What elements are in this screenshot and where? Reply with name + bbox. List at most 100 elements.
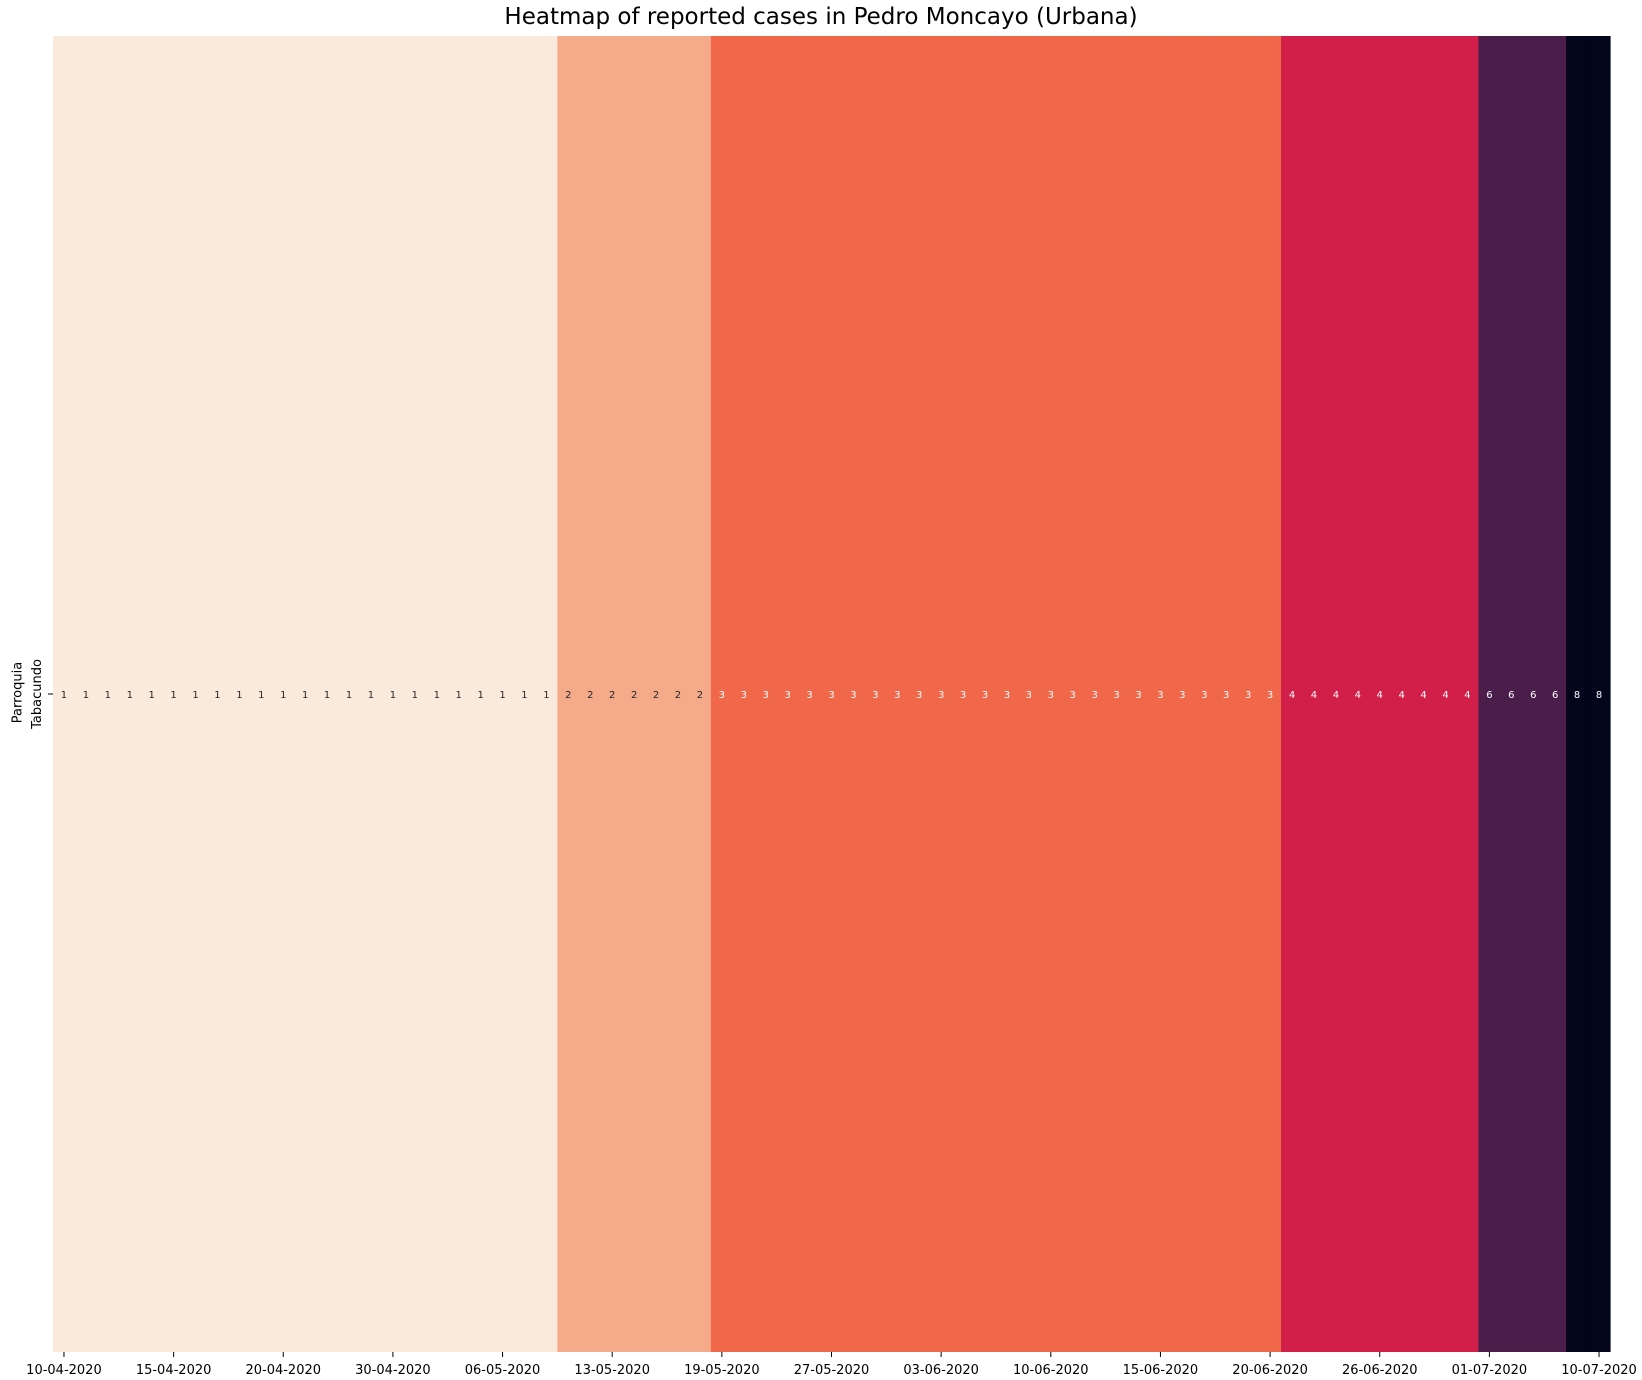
heatmap-cell bbox=[1127, 36, 1151, 1352]
cell-value-label: 3 bbox=[1070, 690, 1076, 701]
cell-value-label: 1 bbox=[346, 690, 352, 701]
cell-value-label: 2 bbox=[609, 690, 615, 701]
cell-annotations: 1 1 1 1 1 1 1 1 1 1 1 1 1 1 1 1 1 1 1 1 1 1 1 2 2 2 2 2 2 2 3 3 3 3 3 3 3 3 3 3… bbox=[61, 690, 1602, 701]
x-tick-label: 20-06-2020 bbox=[1232, 1363, 1308, 1378]
heatmap-cell bbox=[1522, 36, 1545, 1352]
heatmap-cell bbox=[403, 36, 427, 1352]
heatmap-cell bbox=[294, 36, 317, 1352]
cell-value-label: 1 bbox=[543, 690, 549, 701]
cell-value-label: 1 bbox=[412, 690, 418, 701]
heatmap-cell bbox=[688, 36, 712, 1352]
cell-value-label: 1 bbox=[521, 690, 527, 701]
x-tick-label: 30-04-2020 bbox=[355, 1363, 431, 1378]
cell-value-label: 3 bbox=[1157, 690, 1163, 701]
cell-value-label: 1 bbox=[127, 690, 133, 701]
heatmap-cell bbox=[535, 36, 558, 1352]
heatmap-cell bbox=[820, 36, 844, 1352]
x-tick-label: 10-06-2020 bbox=[1013, 1363, 1089, 1378]
cell-value-label: 1 bbox=[390, 690, 396, 701]
cell-value-label: 1 bbox=[499, 690, 505, 701]
heatmap-cell bbox=[995, 36, 1019, 1352]
cell-value-label: 1 bbox=[368, 690, 374, 701]
y-axis: Tabacundo bbox=[30, 659, 53, 730]
cell-value-label: 1 bbox=[280, 690, 286, 701]
heatmap-cell bbox=[425, 36, 449, 1352]
cell-value-label: 3 bbox=[784, 690, 790, 701]
heatmap-cell bbox=[316, 36, 339, 1352]
cell-value-label: 3 bbox=[741, 690, 747, 701]
x-tick-label: 27-05-2020 bbox=[794, 1363, 870, 1378]
heatmap-cell bbox=[842, 36, 865, 1352]
heatmap-cell bbox=[162, 36, 186, 1352]
cell-value-label: 2 bbox=[653, 690, 659, 701]
cell-value-label: 1 bbox=[192, 690, 198, 701]
cell-value-label: 3 bbox=[806, 690, 812, 701]
heatmap-cell bbox=[228, 36, 251, 1352]
heatmap-cell bbox=[1259, 36, 1282, 1352]
heatmap-cell bbox=[579, 36, 602, 1352]
x-tick-label: 10-07-2020 bbox=[1561, 1363, 1637, 1378]
x-tick-label: 10-04-2020 bbox=[26, 1363, 102, 1378]
heatmap-cell bbox=[513, 36, 537, 1352]
x-tick-label: 26-06-2020 bbox=[1342, 1363, 1418, 1378]
chart-title: Heatmap of reported cases in Pedro Monca… bbox=[504, 4, 1138, 30]
x-tick-label: 13-05-2020 bbox=[574, 1363, 650, 1378]
cell-value-label: 3 bbox=[828, 690, 834, 701]
cell-value-label: 1 bbox=[302, 690, 308, 701]
heatmap-cell bbox=[1500, 36, 1523, 1352]
heatmap-cell bbox=[1149, 36, 1173, 1352]
heatmap-cell bbox=[491, 36, 515, 1352]
cell-value-label: 3 bbox=[1113, 690, 1119, 701]
cell-value-label: 3 bbox=[1245, 690, 1251, 701]
y-tick-label: Tabacundo bbox=[30, 659, 45, 730]
heatmap-cell bbox=[667, 36, 690, 1352]
heatmap-cell bbox=[864, 36, 887, 1352]
heatmap-cell bbox=[360, 36, 383, 1352]
heatmap-cell bbox=[1588, 36, 1611, 1352]
cell-value-label: 2 bbox=[565, 690, 571, 701]
cell-value-label: 1 bbox=[456, 690, 462, 701]
cell-value-label: 3 bbox=[1048, 690, 1054, 701]
cell-value-label: 3 bbox=[938, 690, 944, 701]
heatmap-cell bbox=[96, 36, 120, 1352]
cell-value-label: 6 bbox=[1486, 690, 1492, 701]
cell-value-label: 2 bbox=[587, 690, 593, 701]
cell-value-label: 3 bbox=[894, 690, 900, 701]
heatmap-cell bbox=[184, 36, 208, 1352]
cell-value-label: 4 bbox=[1442, 690, 1448, 701]
cell-value-label: 1 bbox=[148, 690, 154, 701]
heatmap-cell bbox=[1544, 36, 1567, 1352]
heatmap-cell bbox=[447, 36, 471, 1352]
heatmap-cell bbox=[140, 36, 164, 1352]
cell-value-label: 4 bbox=[1398, 690, 1404, 701]
cell-value-label: 3 bbox=[1223, 690, 1229, 701]
heatmap-cell bbox=[886, 36, 909, 1352]
heatmap-cell bbox=[1478, 36, 1501, 1352]
heatmap-cell bbox=[1281, 36, 1304, 1352]
x-tick-label: 15-06-2020 bbox=[1123, 1363, 1199, 1378]
heatmap-cell bbox=[53, 36, 76, 1352]
heatmap-cells bbox=[53, 36, 1611, 1352]
heatmap-cell bbox=[908, 36, 931, 1352]
cell-value-label: 4 bbox=[1377, 690, 1383, 701]
heatmap-cell bbox=[645, 36, 668, 1352]
heatmap-cell bbox=[1171, 36, 1194, 1352]
cell-value-label: 1 bbox=[434, 690, 440, 701]
heatmap-cell bbox=[118, 36, 142, 1352]
heatmap-cell bbox=[798, 36, 822, 1352]
heatmap-cell bbox=[601, 36, 624, 1352]
x-tick-label: 03-06-2020 bbox=[903, 1363, 979, 1378]
heatmap-cell bbox=[469, 36, 493, 1352]
cell-value-label: 3 bbox=[1135, 690, 1141, 701]
cell-value-label: 3 bbox=[1026, 690, 1032, 701]
cell-value-label: 1 bbox=[214, 690, 220, 701]
heatmap-cell bbox=[1237, 36, 1260, 1352]
x-axis: 10-04-2020 15-04-2020 20-04-2020 30-04-2020… bbox=[26, 1352, 1637, 1378]
cell-value-label: 1 bbox=[61, 690, 67, 701]
heatmap-cell bbox=[1017, 36, 1041, 1352]
cell-value-label: 6 bbox=[1508, 690, 1514, 701]
heatmap-cell bbox=[1346, 36, 1370, 1352]
cell-value-label: 3 bbox=[850, 690, 856, 701]
cell-value-label: 3 bbox=[1179, 690, 1185, 701]
